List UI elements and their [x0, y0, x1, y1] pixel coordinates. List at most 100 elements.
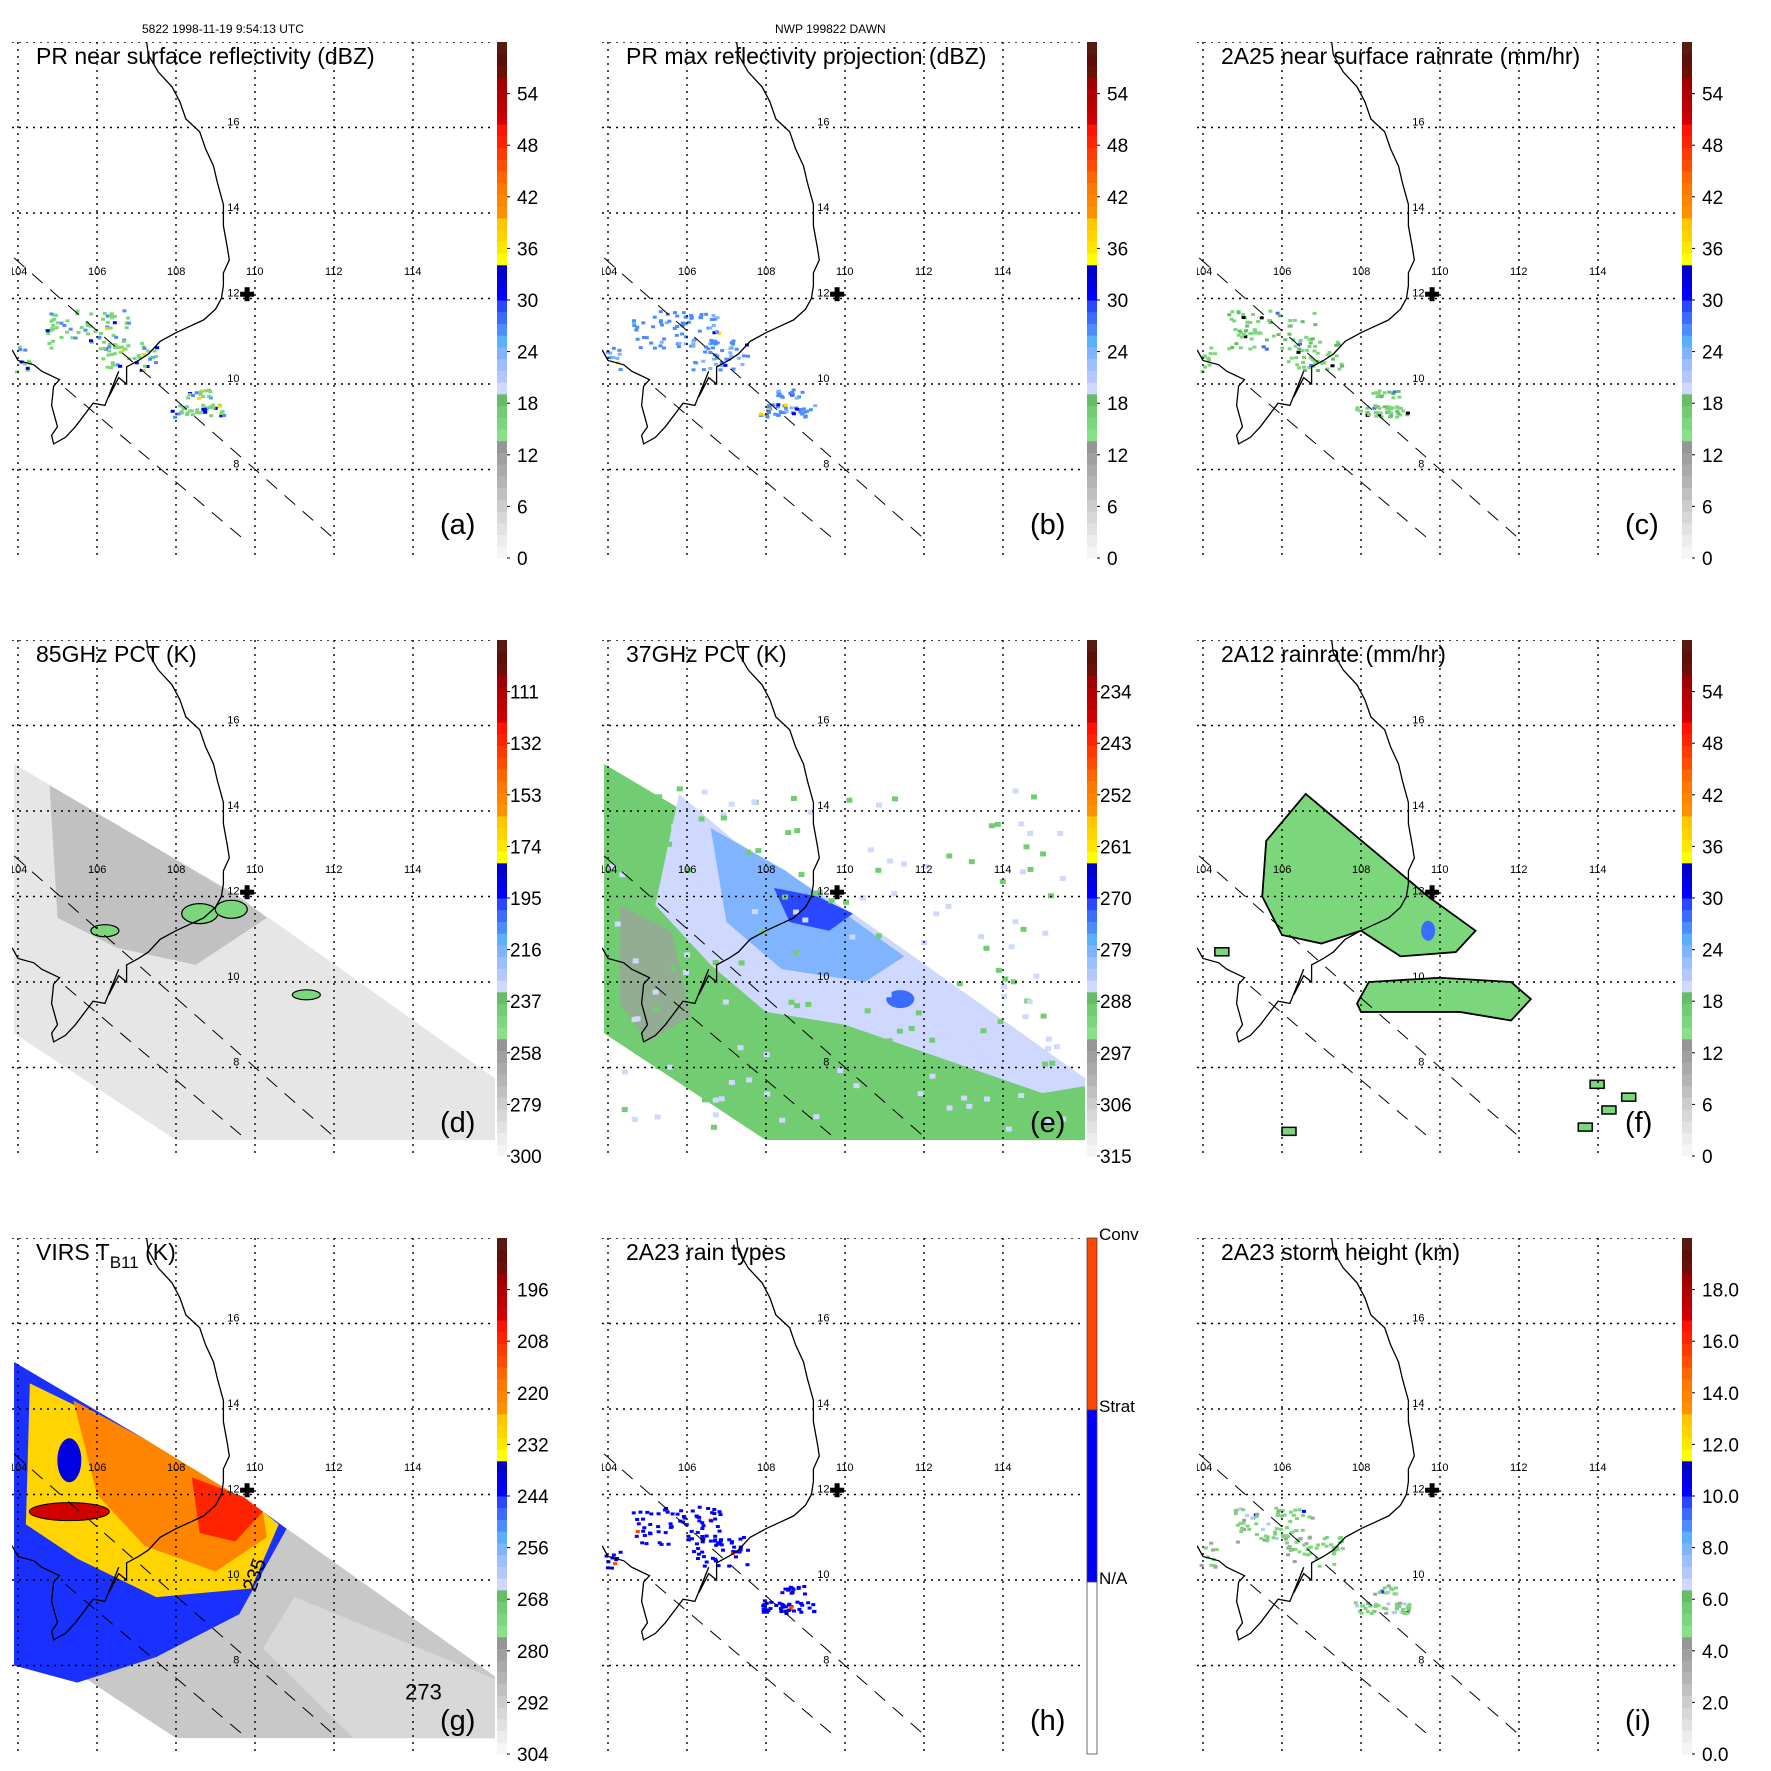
- pixel: [1395, 405, 1400, 409]
- lat-tick-label: 10: [227, 373, 239, 385]
- pixel: [765, 413, 770, 417]
- colorbar-tick-label: 42: [1702, 188, 1723, 209]
- pixel: [1259, 1536, 1264, 1540]
- pixel: [885, 992, 892, 998]
- colorbar-swatch: [1682, 1296, 1692, 1309]
- pixel: [187, 392, 192, 396]
- colorbar-swatch: [1087, 100, 1097, 113]
- lon-tick-label: 104: [1194, 864, 1212, 876]
- pixel: [1407, 1603, 1412, 1607]
- pixel: [188, 409, 193, 413]
- colorbar-tick-label: 6: [1702, 497, 1713, 518]
- lon-tick-label: 112: [915, 864, 933, 876]
- pixel: [1386, 1602, 1391, 1606]
- pixel: [126, 321, 131, 325]
- pixel: [142, 346, 147, 350]
- pixel: [46, 331, 51, 335]
- pixel: [1337, 367, 1342, 371]
- panel-title: 2A23 storm height (km): [1221, 1239, 1460, 1265]
- pixel: [691, 342, 696, 346]
- pixel: [1317, 1564, 1322, 1568]
- colorbar-swatch: [497, 1460, 507, 1474]
- colorbar-tick-label: 24: [1702, 941, 1724, 962]
- colorbar-swatch: [497, 1589, 507, 1603]
- colorbar-swatch: [1087, 182, 1097, 195]
- lon-tick-label: 112: [915, 266, 933, 278]
- pixel: [1293, 344, 1298, 348]
- coastline: [1197, 640, 1415, 1043]
- pixel: [738, 1548, 743, 1552]
- coastline: [12, 42, 230, 445]
- lat-tick-label: 10: [1412, 971, 1424, 983]
- colorbar-swatch: [1087, 933, 1097, 946]
- pixel: [1405, 413, 1410, 417]
- data-field: [605, 310, 818, 419]
- pixel: [803, 415, 808, 419]
- pixel: [121, 340, 126, 344]
- pixel: [1295, 363, 1300, 367]
- colorbar: 0.02.04.06.08.010.012.014.016.018.0: [1682, 1238, 1739, 1766]
- colorbar-tick-label: 268: [517, 1590, 549, 1611]
- pixel: [700, 1534, 705, 1538]
- pixel: [1373, 1592, 1378, 1596]
- pixel: [656, 1530, 661, 1534]
- colorbar-swatch: [1682, 323, 1692, 336]
- pixel: [1304, 335, 1309, 339]
- colorbar-swatch: [1087, 229, 1097, 242]
- header-product: NWP 199822 DAWN: [775, 22, 886, 36]
- pixel: [766, 407, 771, 411]
- colorbar-swatch: [497, 815, 507, 829]
- panel-title: 2A12 rainrate (mm/hr): [1221, 641, 1446, 667]
- pixel: [22, 362, 27, 366]
- colorbar-swatch: [1682, 1003, 1692, 1016]
- pixel: [1206, 356, 1211, 360]
- pixel: [1294, 1540, 1299, 1544]
- pixel: [1340, 364, 1345, 368]
- pixel: [672, 1061, 679, 1067]
- rain-peak: [1421, 920, 1436, 941]
- panel-label: (e): [1030, 1107, 1065, 1139]
- colorbar-swatch: [1087, 511, 1097, 524]
- colorbar-swatch: [497, 1496, 507, 1509]
- pixel: [1207, 363, 1212, 367]
- data-field: [604, 763, 1085, 1141]
- plus-marker-icon: [830, 287, 845, 302]
- lon-tick-label: 104: [599, 266, 617, 278]
- pixel: [775, 405, 780, 409]
- colorbar-tick-label: 208: [517, 1332, 549, 1353]
- lat-tick-label: 16: [817, 117, 829, 129]
- colorbar-segment: [1086, 1581, 1098, 1755]
- colorbar-swatch: [1682, 1050, 1692, 1063]
- pixel: [90, 340, 95, 344]
- pixel: [1279, 1514, 1284, 1518]
- pixel: [653, 1006, 660, 1012]
- pixel: [1293, 1508, 1298, 1512]
- plus-marker-icon: [240, 1483, 255, 1498]
- pixel: [1042, 930, 1049, 936]
- pixel: [867, 847, 874, 853]
- pixel: [1045, 1046, 1052, 1052]
- colorbar-swatch: [497, 217, 507, 231]
- pixel: [1398, 1601, 1403, 1605]
- pixel: [764, 1601, 769, 1605]
- colorbar-swatch: [497, 1695, 507, 1708]
- colorbar-swatch: [497, 311, 507, 324]
- pixel: [1251, 312, 1256, 316]
- pixel: [611, 346, 616, 350]
- colorbar-swatch: [1087, 65, 1097, 78]
- colorbar-tick-label: 24: [1702, 343, 1724, 364]
- pixel: [146, 349, 151, 353]
- pixel: [1322, 1537, 1327, 1541]
- colorbar-swatch: [1682, 499, 1692, 512]
- pixel: [1310, 1516, 1315, 1520]
- pixel: [1359, 1611, 1364, 1615]
- colorbar-swatch: [497, 300, 507, 313]
- lat-tick-label: 10: [1412, 1569, 1424, 1581]
- pixel: [808, 408, 813, 412]
- lat-tick-label: 8: [1418, 1057, 1424, 1069]
- pixel: [1280, 1509, 1285, 1513]
- pixel: [644, 336, 649, 340]
- pixel: [689, 1529, 694, 1533]
- lat-tick-label: 14: [1412, 202, 1424, 214]
